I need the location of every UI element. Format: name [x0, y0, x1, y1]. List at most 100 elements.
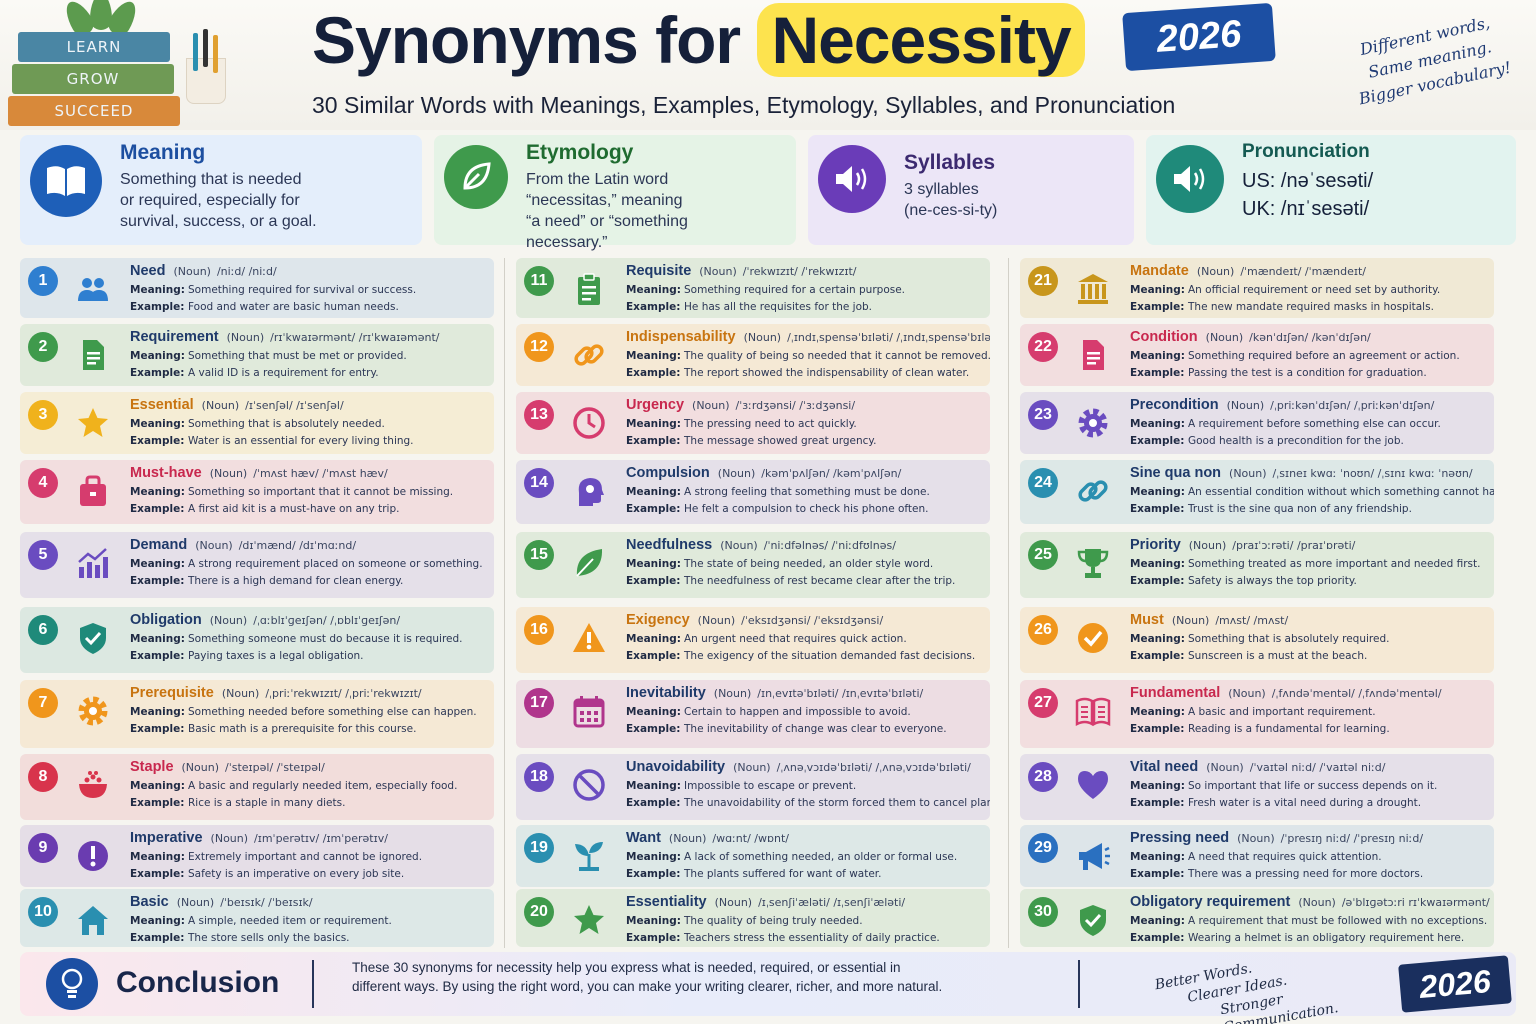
meaning-line: Meaning: A requirement that must be follo… — [1130, 915, 1487, 927]
meaning-line: Meaning: A strong requirement placed on s… — [130, 558, 483, 570]
synonym-card: 17 Inevitability (Noun) /ɪnˌevɪtəˈbɪləti/ /… — [516, 680, 990, 748]
meaning-text: An essential condition without which som… — [1188, 486, 1494, 498]
example-label: Example: — [1130, 650, 1185, 662]
example-label: Example: — [1130, 435, 1185, 447]
pronunciation: /ˈrekwɪzɪt/ /ˈrekwɪzɪt/ — [742, 265, 857, 278]
synonym-heading: Imperative (Noun) /ɪmˈperətɪv/ /ɪmˈperətɪv… — [130, 830, 388, 846]
meaning-text: Certain to happen and impossible to avoi… — [684, 706, 911, 718]
meaning-text: A requirement that must be followed with… — [1188, 915, 1488, 927]
synonym-card: 20 Essentiality (Noun) /ɪˌsenʃiˈæləti/ /ɪˌs… — [516, 889, 990, 947]
synonym-word: Obligatory requirement — [1130, 894, 1291, 910]
part-of-speech: (Noun) — [668, 832, 707, 845]
handwritten-note: Different words, Same meaning. Bigger vo… — [1334, 6, 1525, 114]
meaning-text: Something required for a certain purpose… — [684, 284, 906, 296]
bowl-icon — [70, 762, 116, 808]
synonym-heading: Obligatory requirement (Noun) /əˈblɪɡətɔːr… — [1130, 894, 1490, 910]
meaning-line: Meaning: The state of being needed, an ol… — [626, 558, 933, 570]
synonym-card: 15 Needfulness (Noun) /ˈniːdfəlnəs/ /ˈniːdf… — [516, 532, 990, 598]
synonym-number: 4 — [28, 468, 58, 498]
example-label: Example: — [1130, 797, 1185, 809]
pronunciation: /kənˈdɪʃən/ /kənˈdɪʃən/ — [1249, 331, 1371, 344]
etymology-text: “necessitas,” meaning — [526, 192, 683, 209]
synonym-card: 12 Indispensability (Noun) /ˌɪndɪˌspensəˈbɪ… — [516, 324, 990, 386]
example-label: Example: — [626, 723, 681, 735]
synonym-heading: Pressing need (Noun) /ˈpresɪŋ niːd/ /ˈpres… — [1130, 830, 1423, 846]
part-of-speech: (Noun) — [714, 896, 753, 909]
part-of-speech: (Noun) — [210, 832, 249, 845]
synonym-word: Vital need — [1130, 759, 1199, 775]
synonym-card: 24 Sine qua non (Noun) /ˌsɪneɪ kwɑː ˈnoʊn/ … — [1020, 460, 1494, 524]
example-label: Example: — [626, 932, 681, 944]
star-icon — [566, 897, 612, 943]
part-of-speech: (Noun) — [713, 687, 752, 700]
column-divider — [504, 258, 505, 948]
speaker-icon — [1156, 145, 1224, 213]
pronunciation: /ˌpriːˈrekwɪzɪt/ /ˌpriːˈrekwɪzɪt/ — [265, 687, 422, 700]
example-label: Example: — [130, 868, 185, 880]
synonym-word: Urgency — [626, 397, 685, 413]
example-line: Example: Food and water are basic human n… — [130, 301, 399, 313]
meaning-text: A need that requires quick attention. — [1188, 851, 1382, 863]
synonym-number: 11 — [524, 266, 554, 296]
part-of-speech: (Noun) — [1205, 331, 1244, 344]
meaning-label: Meaning: — [626, 486, 681, 498]
example-line: Example: A valid ID is a requirement for … — [130, 367, 379, 379]
synonym-card: 6 Obligation (Noun) /ˌɑːblɪˈɡeɪʃən/ /ˌɒblɪˈ… — [20, 607, 494, 673]
pronunciation: /ˈmʌst hæv/ /ˈmʌst hæv/ — [253, 467, 388, 480]
synonym-word: Basic — [130, 894, 169, 910]
exclamation-icon — [70, 833, 116, 879]
synonym-card: 16 Exigency (Noun) /ˈeksɪdʒənsi/ /ˈeksɪdʒən… — [516, 607, 990, 673]
part-of-speech: (Noun) — [697, 614, 736, 627]
meaning-line: Meaning: Something that is absolutely nee… — [130, 418, 385, 430]
book-succeed: SUCCEED — [8, 96, 180, 126]
meaning-text: The state of being needed, an older styl… — [684, 558, 934, 570]
gear-icon — [70, 688, 116, 734]
meaning-label: Meaning: — [130, 851, 185, 863]
meaning-line: Meaning: Extremely important and cannot b… — [130, 851, 422, 863]
example-text: Wearing a helmet is an obligatory requir… — [1188, 932, 1465, 944]
example-line: Example: Fresh water is a vital need duri… — [1130, 797, 1421, 809]
meaning-label: Meaning: — [626, 706, 681, 718]
synonym-number: 12 — [524, 332, 554, 362]
meaning-line: Meaning: Something someone must do becaus… — [130, 633, 463, 645]
pronunciation: /ˈvaɪtəl niːd/ /ˈvaɪtəl niːd/ — [1249, 761, 1386, 774]
synonym-word: Demand — [130, 537, 188, 553]
synonym-word: Obligation — [130, 612, 202, 628]
part-of-speech: (Noun) — [1171, 614, 1210, 627]
example-text: There was a pressing need for more docto… — [1188, 868, 1424, 880]
meaning-label: Meaning: — [130, 350, 185, 362]
part-of-speech: (Noun) — [1188, 539, 1227, 552]
divider — [1078, 960, 1080, 1008]
head-icon — [566, 468, 612, 514]
pronunciation: /ˌsɪneɪ kwɑː ˈnoʊn/ /ˌsɪnɪ kwɑː ˈnəʊn/ — [1272, 467, 1473, 480]
synonym-number: 22 — [1028, 332, 1058, 362]
meaning-label: Meaning: — [130, 418, 185, 430]
example-line: Example: He has all the requisites for th… — [626, 301, 872, 313]
synonym-card: 21 Mandate (Noun) /ˈmændeɪt/ /ˈmændeɪt/Mean… — [1020, 258, 1494, 318]
meaning-label: Meaning: — [1130, 284, 1185, 296]
part-of-speech: (Noun) — [1228, 687, 1266, 700]
example-text: The store sells only the basics. — [188, 932, 350, 944]
synonym-word: Indispensability — [626, 329, 736, 345]
synonym-card: 9 Imperative (Noun) /ɪmˈperətɪv/ /ɪmˈperətɪ… — [20, 825, 494, 887]
synonym-card: 25 Priority (Noun) /praɪˈɔːrəti/ /praɪˈɒrət… — [1020, 532, 1494, 598]
meaning-label: Meaning: — [1130, 633, 1185, 645]
example-label: Example: — [130, 367, 185, 379]
meaning-text: The pressing need to act quickly. — [684, 418, 857, 430]
synonym-word: Priority — [1130, 537, 1181, 553]
synonym-word: Needfulness — [626, 537, 713, 553]
part-of-speech: (Noun) — [1206, 761, 1244, 774]
example-line: Example: Passing the test is a condition … — [1130, 367, 1427, 379]
synonym-word: Essentiality — [626, 894, 707, 910]
book-icon — [1070, 688, 1116, 734]
example-text: Reading is a fundamental for learning. — [1188, 723, 1390, 735]
example-line: Example: Reading is a fundamental for lea… — [1130, 723, 1390, 735]
title-highlight: Necessity — [757, 3, 1085, 77]
example-label: Example: — [626, 301, 681, 313]
synonym-number: 2 — [28, 332, 58, 362]
example-text: Water is an essential for every living t… — [188, 435, 414, 447]
example-text: The new mandate required masks in hospit… — [1188, 301, 1434, 313]
synonym-heading: Want (Noun) /wɑːnt/ /wɒnt/ — [626, 830, 789, 846]
meaning-text: So important that life or success depend… — [1188, 780, 1438, 792]
example-label: Example: — [1130, 503, 1185, 515]
